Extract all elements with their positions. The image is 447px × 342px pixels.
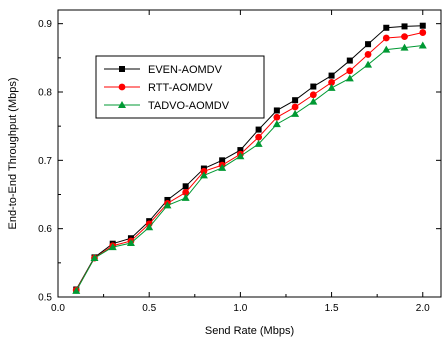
x-tick-label: 0.0 [51, 303, 65, 314]
data-point [236, 152, 245, 160]
data-point [108, 243, 117, 251]
data-point [72, 286, 81, 294]
x-axis-ticks: 0.0 0.5 1.0 1.5 2.0 [51, 10, 430, 314]
legend-label: EVEN-AOMDV [148, 64, 223, 76]
data-point [237, 147, 244, 154]
data-point [90, 254, 99, 262]
data-point [401, 23, 408, 30]
data-point [401, 33, 408, 41]
data-point [291, 103, 299, 111]
data-point [164, 196, 171, 203]
data-point [419, 29, 427, 36]
data-point [199, 171, 208, 179]
legend: EVEN-AOMDV RTT-AOMDV TADVO-AOMDV [95, 55, 265, 119]
data-point [328, 79, 335, 86]
data-point [273, 113, 281, 121]
data-point [327, 83, 336, 91]
data-point [255, 133, 263, 141]
data-point [310, 83, 317, 90]
y-axis-ticks: 0.5 0.6 0.7 0.8 0.9 [38, 19, 441, 304]
data-point [328, 72, 335, 79]
series-layer [72, 22, 427, 294]
data-point [346, 67, 354, 75]
legend-marker [119, 66, 125, 72]
data-point [218, 163, 227, 171]
data-point [273, 107, 280, 114]
x-tick-label: 2.0 [416, 303, 430, 314]
data-point [418, 41, 427, 49]
legend-label: RTT-AOMDV [148, 82, 213, 94]
y-tick-label: 0.5 [38, 293, 52, 304]
data-point [383, 24, 390, 31]
data-point [345, 74, 354, 82]
data-point [219, 157, 226, 164]
data-point [382, 34, 390, 42]
x-tick-label: 0.5 [142, 303, 156, 314]
series-tadvo-aomdv [72, 41, 427, 294]
data-point [272, 120, 281, 128]
data-point [255, 126, 262, 133]
data-point [145, 223, 154, 231]
plot-frame [57, 9, 442, 298]
plot-area: 0.0 0.5 1.0 1.5 2.0 0.50.60.70.80.9 [38, 9, 442, 314]
legend-item: EVEN-AOMDV [104, 64, 223, 76]
y-tick-label: 0.6 [38, 224, 52, 235]
data-point [364, 51, 372, 58]
data-point [291, 109, 300, 117]
data-point [346, 57, 353, 64]
series-line [75, 32, 423, 291]
data-point [200, 167, 208, 175]
data-point [400, 43, 409, 51]
data-point [292, 97, 299, 104]
legend-marker [118, 101, 126, 108]
y-axis-label: End-to-End Throughput (Mbps) [7, 77, 19, 229]
data-point [419, 22, 426, 29]
y-tick-label: 0.9 [38, 19, 52, 30]
data-point [181, 193, 190, 201]
data-point [309, 97, 318, 105]
data-point [365, 41, 372, 48]
y-tick-label: 0.8 [38, 88, 52, 99]
legend-marker [118, 83, 126, 91]
y-tick-label: 0.7 [38, 156, 52, 167]
legend-item: TADVO-AOMDV [104, 100, 230, 112]
data-point [309, 91, 317, 99]
data-point [382, 45, 391, 53]
x-axis-label: Send Rate (Mbps) [205, 325, 294, 337]
x-tick-label: 1.5 [325, 303, 339, 314]
series-line [75, 25, 423, 290]
data-point [364, 60, 373, 68]
x-tick-label: 1.0 [233, 303, 247, 314]
data-point [126, 239, 135, 247]
data-point [182, 189, 190, 196]
legend-item: RTT-AOMDV [104, 82, 213, 94]
legend-items: EVEN-AOMDV RTT-AOMDV TADVO-AOMDV [104, 64, 230, 112]
data-point [182, 183, 189, 190]
data-point [163, 201, 172, 209]
data-point [254, 139, 263, 147]
legend-label: TADVO-AOMDV [148, 100, 230, 112]
